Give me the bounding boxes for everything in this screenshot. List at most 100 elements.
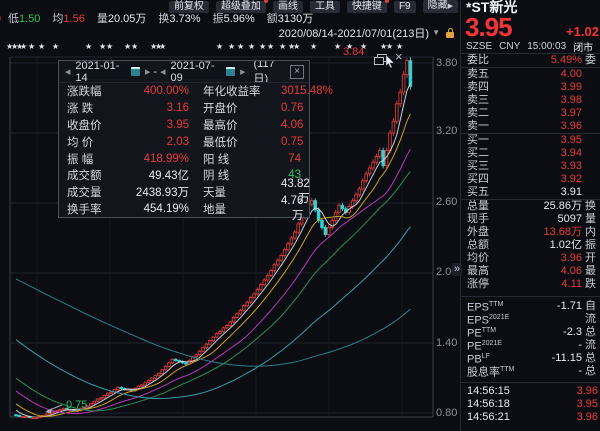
popup-stat-row: 换手率 454.19% 地量 4.76万	[59, 195, 309, 222]
calendar-icon[interactable]	[226, 67, 236, 76]
event-star-icon: ★	[259, 42, 267, 51]
bid-row[interactable]: 买四 3.92	[461, 173, 600, 186]
quote-panel: *ST新光 3.95 +1.02 SZSE CNY 15:00:03 闭市 委比…	[461, 0, 600, 431]
menu-item-前复权[interactable]: 前复权	[168, 0, 209, 13]
ask-row[interactable]: 卖四 3.99	[461, 81, 600, 94]
stat-label: 均	[52, 13, 64, 25]
ask-row[interactable]: 卖二 3.97	[461, 107, 600, 120]
quote-stat-label: 现手	[467, 213, 489, 225]
stat-振: 振5.96%	[213, 13, 255, 26]
bid-row[interactable]: 买二 3.94	[461, 147, 600, 160]
event-star-icon: ★	[20, 42, 28, 51]
y-axis-tick: 2.60	[436, 196, 458, 208]
calendar-icon[interactable]	[131, 67, 141, 76]
close-window-icon[interactable]: ×	[395, 49, 403, 64]
end-date-picker[interactable]: 2021-07-09	[168, 61, 238, 82]
quote-stat-row: 总额 1.02亿振	[461, 239, 600, 252]
ask-row[interactable]: 卖三 3.98	[461, 94, 600, 107]
clipped-column: 内	[585, 226, 596, 238]
event-star-icon: ★	[228, 42, 236, 51]
expand-panel-handle[interactable]: »	[452, 263, 463, 276]
clipped-column: 自	[585, 300, 596, 312]
bid-label: 买二	[467, 147, 489, 159]
event-star-icon: ★	[279, 42, 287, 51]
quote-stat-value: 4.06	[560, 265, 582, 277]
menu-item-F9[interactable]: F9	[393, 0, 416, 13]
bid-price: 3.92	[560, 173, 582, 185]
quote-stat-label: 涨停	[467, 278, 489, 290]
chevron-down-icon[interactable]: ▼	[432, 28, 440, 37]
next-date-arrow-icon[interactable]: ▶	[145, 68, 151, 76]
prev-date-arrow-icon[interactable]: ◀	[160, 68, 166, 76]
popup-label: 阳 线	[203, 153, 230, 166]
event-star-icon: ★	[106, 42, 114, 51]
bid-row[interactable]: 买一 3.95	[461, 134, 600, 147]
new-badge-icon	[384, 0, 389, 3]
financial-row: 股息率TTM - 总	[461, 365, 600, 379]
ma-line-60	[15, 226, 411, 400]
y-axis-tick: 0.80	[436, 407, 458, 419]
clipped-column: 振	[585, 239, 596, 251]
popup-value: 4.06	[281, 118, 304, 131]
event-star-icon: ★	[38, 42, 46, 51]
clipped-column: 总	[585, 365, 596, 377]
menu-item-快捷键[interactable]: 快捷键	[346, 0, 389, 13]
quote-stat-row: 最高 4.06 最	[461, 265, 600, 278]
start-date-picker[interactable]: 2021-01-14	[73, 61, 143, 82]
popup-label: 地量	[203, 203, 226, 216]
ask-row[interactable]: 卖五 4.00	[461, 68, 600, 81]
quote-stat-value: 13.68万	[543, 226, 582, 238]
financial-label: EPSTTM	[467, 301, 504, 314]
clipped-digit: 9	[0, 13, 4, 25]
ma-line-120	[15, 278, 411, 367]
popup-stat-row: 涨跌幅 400.00% 年化收益率 3015.48%	[59, 83, 333, 100]
lock-icon[interactable]	[446, 27, 455, 38]
financial-label: PBLF	[467, 353, 490, 366]
event-star-icon: ★	[310, 42, 318, 51]
ask-row[interactable]: 卖一 3.96	[461, 120, 600, 133]
stat-value: 5.96%	[223, 13, 255, 25]
end-date: 2021-07-09	[170, 61, 215, 83]
clipped-column: 量	[585, 213, 596, 225]
menu-item-隐藏[interactable]: 隐藏▶	[422, 0, 458, 13]
tick-time: 14:56:18	[467, 398, 510, 410]
menu-item-超级叠加[interactable]: 超级叠加	[215, 0, 268, 13]
ma-line-10	[15, 113, 411, 417]
quote-stat-label: 总额	[467, 239, 489, 251]
event-star-icon: ★	[150, 42, 158, 51]
quote-stat-row: 均价 3.96 开	[461, 252, 600, 265]
bid-row[interactable]: 买三 3.93	[461, 160, 600, 173]
financial-row: EPSTTM -1.71 自	[461, 300, 600, 314]
stat-value: 20.05万	[107, 13, 147, 25]
ask-price: 4.00	[560, 68, 582, 80]
menu-item-画线[interactable]: 画线	[272, 0, 303, 13]
tick-price: 3.96	[576, 385, 598, 397]
ratio-label: 委比	[467, 54, 489, 66]
interval-stats-popup: ◀ 2021-01-14 ▶ - ◀ 2021-07-09 ▶ (117日) ×…	[58, 60, 333, 222]
ask-price: 3.96	[560, 120, 582, 132]
currency: CNY	[499, 41, 521, 52]
next-date-arrow-icon[interactable]: ▶	[240, 68, 246, 76]
bid-row[interactable]: 买五 3.91	[461, 186, 600, 199]
event-star-icon: ★	[380, 42, 388, 51]
menu-item-工具[interactable]: 工具	[309, 0, 340, 13]
stock-name: *ST新光	[466, 0, 518, 15]
last-price: 3.95	[465, 12, 513, 42]
tick-time: 14:56:15	[467, 385, 510, 397]
stat-换: 换3.73%	[158, 13, 200, 26]
date-range-selector[interactable]: 2020/08/14-2021/07/01(213日) ▼	[279, 26, 455, 40]
close-popup-icon[interactable]: ×	[290, 64, 304, 79]
financial-row: PETTM -2.3 总	[461, 326, 600, 340]
stat-value: 1.50	[19, 13, 41, 25]
quote-time: 15:00:03	[527, 41, 567, 52]
event-star-icon: ★	[52, 42, 60, 51]
prev-date-arrow-icon[interactable]: ◀	[65, 68, 71, 76]
ask-price: 3.99	[560, 81, 582, 93]
popup-label: 最低价	[203, 136, 238, 149]
popup-value: 74	[288, 152, 301, 165]
ask-label: 卖三	[467, 94, 489, 106]
panel-divider	[460, 0, 461, 431]
popup-label: 振 幅	[67, 153, 94, 166]
bid-label: 买四	[467, 173, 489, 185]
bid-price: 3.91	[560, 186, 582, 198]
